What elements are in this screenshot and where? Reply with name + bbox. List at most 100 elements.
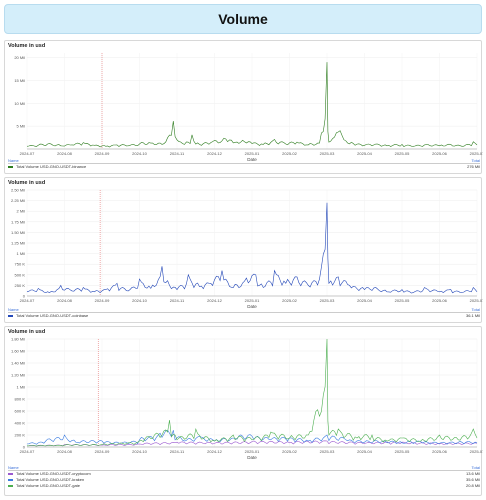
chart-title: Volume in usd	[8, 329, 46, 335]
x-tick-label: 2025-04	[357, 151, 372, 156]
series-line	[26, 202, 478, 294]
x-axis-label: Date	[247, 455, 257, 460]
series-line	[26, 62, 478, 148]
legend-series-total: 36.1 Mil	[465, 313, 480, 318]
y-tick-label: 1.25 Mil	[11, 241, 25, 246]
x-tick-label: 2025-03	[320, 298, 335, 303]
x-tick-label: 2024-07	[20, 449, 35, 454]
x-tick-label: 2025-05	[395, 298, 410, 303]
series-line	[26, 440, 478, 447]
page-header: Volume	[4, 4, 482, 34]
y-tick-label: 1.50 Mil	[11, 230, 25, 235]
y-tick-label: 200 K	[15, 433, 26, 438]
y-tick-label: 10 Mil	[14, 101, 25, 106]
legend-series-total: 13.6 Mil	[465, 471, 480, 476]
y-tick-label: 1 Mil	[17, 385, 26, 390]
legend-item[interactable]: Total Volume USD-GNO-USDT-kraken 35.6 Mi…	[8, 477, 480, 483]
x-tick-label: 2025-05	[395, 449, 410, 454]
y-tick-label: 2 Mil	[17, 209, 26, 214]
x-tick-label: 2024-09	[95, 449, 110, 454]
x-tick-label: 2025-06	[432, 449, 447, 454]
x-tick-label: 2024-10	[132, 151, 147, 156]
legend-series-name: Total Volume USD-GNO-USDT-coinbase	[16, 313, 89, 318]
legend-binance: Name Total Total Volume USD-GNO-USDT-bin…	[8, 158, 480, 170]
legend-swatch	[8, 485, 13, 487]
legend-item[interactable]: Total Volume USD-GNO-USDT-coinbase 36.1 …	[8, 313, 480, 319]
chart-title: Volume in usd	[8, 43, 46, 49]
y-tick-label: 2.50 Mil	[11, 188, 25, 193]
x-tick-label: 2025-05	[395, 151, 410, 156]
chart-svg-coinbase: 0 250 K 500 K 750 K 1 Mil 1.25 Mil 1.50 Mil 1.7…	[11, 188, 483, 310]
legend-header-total: Total	[471, 158, 480, 163]
x-axis-label: Date	[247, 157, 257, 162]
y-tick-label: 1.40 Mil	[11, 361, 25, 366]
y-tick-label: 1 Mil	[17, 251, 26, 256]
x-tick-label: 2024-12	[207, 298, 222, 303]
x-tick-label: 2025-01	[245, 151, 260, 156]
chart-panel-coinbase: Volume in usd 0 250 K 500 K 750 K 1 Mil 1.25 …	[4, 177, 483, 323]
x-tick-label: 2024-11	[170, 298, 185, 303]
y-tick-label: 1.80 Mil	[11, 337, 25, 342]
y-tick-label: 800 K	[15, 397, 26, 402]
legend-series-name: Total Volume USD-GNO-USDT-cryptocom	[16, 471, 91, 476]
legend-header-name: Name	[8, 158, 19, 163]
chart-panel-binance: Volume in usd 5 Mil 10 Mil 15 Mil 20 Mil 202…	[4, 40, 483, 174]
legend-item[interactable]: Total Volume USD-GNO-USDT-cryptocom 13.6…	[8, 471, 480, 477]
x-tick-label: 2025-02	[282, 449, 297, 454]
x-tick-label: 2024-07	[20, 151, 35, 156]
y-tick-label: 750 K	[15, 262, 26, 267]
x-tick-label: 2024-09	[95, 298, 110, 303]
legend-swatch	[8, 315, 13, 317]
x-tick-label: 2025-04	[357, 298, 372, 303]
x-tick-label: 2024-11	[170, 449, 185, 454]
x-tick-label: 2025-01	[245, 449, 260, 454]
chart-svg-binance: 5 Mil 10 Mil 15 Mil 20 Mil 2024-07 2024-08 202…	[14, 53, 483, 162]
legend-swatch	[8, 479, 13, 481]
legend-series-name: Total Volume USD-GNO-USDT-binance	[16, 164, 87, 169]
y-tick-label: 2.25 Mil	[11, 198, 25, 203]
y-tick-label: 0	[23, 445, 26, 450]
legend-header-name: Name	[8, 307, 19, 312]
x-tick-label: 2024-10	[132, 449, 147, 454]
legend-item[interactable]: Total Volume USD-GNO-USDT-binance 276 Mi…	[8, 164, 480, 170]
x-tick-label: 2025-07	[470, 298, 483, 303]
legend-header-total: Total	[471, 307, 480, 312]
y-tick-label: 400 K	[15, 421, 26, 426]
y-tick-label: 500 K	[15, 272, 26, 277]
x-tick-label: 2024-12	[207, 449, 222, 454]
x-tick-label: 2025-06	[432, 298, 447, 303]
series-line	[27, 338, 478, 447]
legend-series-name: Total Volume USD-GNO-USDT-gate	[16, 483, 81, 488]
x-tick-label: 2025-07	[470, 449, 483, 454]
series-line	[26, 429, 478, 445]
y-tick-label: 600 K	[15, 409, 26, 414]
legend-series-total: 35.6 Mil	[465, 477, 480, 482]
y-tick-label: 15 Mil	[14, 78, 25, 83]
x-tick-label: 2025-02	[282, 298, 297, 303]
legend-header-name: Name	[8, 465, 19, 470]
x-tick-label: 2024-11	[170, 151, 185, 156]
legend-item[interactable]: Total Volume USD-GNO-USDT-gate 20.8 Mil	[8, 483, 480, 489]
legend-multi: Name Total Total Volume USD-GNO-USDT-cry…	[8, 465, 480, 489]
x-tick-label: 2025-04	[357, 449, 372, 454]
x-tick-label: 2025-01	[245, 298, 260, 303]
x-tick-label: 2025-07	[470, 151, 483, 156]
x-tick-label: 2025-03	[320, 449, 335, 454]
legend-series-name: Total Volume USD-GNO-USDT-kraken	[16, 477, 85, 482]
legend-swatch	[8, 166, 13, 168]
y-tick-label: 20 Mil	[14, 55, 25, 60]
legend-header-total: Total	[471, 465, 480, 470]
x-tick-label: 2025-06	[432, 151, 447, 156]
y-tick-label: 1.60 Mil	[11, 349, 25, 354]
x-tick-label: 2024-12	[207, 151, 222, 156]
legend-coinbase: Name Total Total Volume USD-GNO-USDT-coi…	[8, 307, 480, 319]
legend-series-total: 20.8 Mil	[465, 483, 480, 488]
x-tick-label: 2024-10	[132, 298, 147, 303]
x-tick-label: 2024-08	[57, 151, 72, 156]
x-tick-label: 2025-03	[320, 151, 335, 156]
y-tick-label: 5 Mil	[17, 124, 26, 129]
chart-panel-multi: Volume in usd 0 200 K 400 K 600 K 800 K 1 Mil…	[4, 326, 483, 496]
legend-swatch	[8, 473, 13, 475]
x-tick-label: 2024-07	[20, 298, 35, 303]
y-tick-label: 1.75 Mil	[11, 219, 25, 224]
